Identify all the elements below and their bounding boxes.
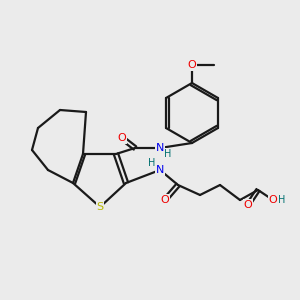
Text: S: S — [96, 202, 103, 212]
Text: H: H — [164, 149, 172, 159]
Text: N: N — [156, 165, 164, 175]
Text: N: N — [156, 143, 164, 153]
Text: H: H — [278, 195, 286, 205]
Text: O: O — [244, 200, 252, 210]
Text: O: O — [118, 133, 126, 143]
Text: O: O — [188, 60, 196, 70]
Text: O: O — [268, 195, 278, 205]
Text: H: H — [148, 158, 156, 168]
Text: O: O — [160, 195, 169, 205]
